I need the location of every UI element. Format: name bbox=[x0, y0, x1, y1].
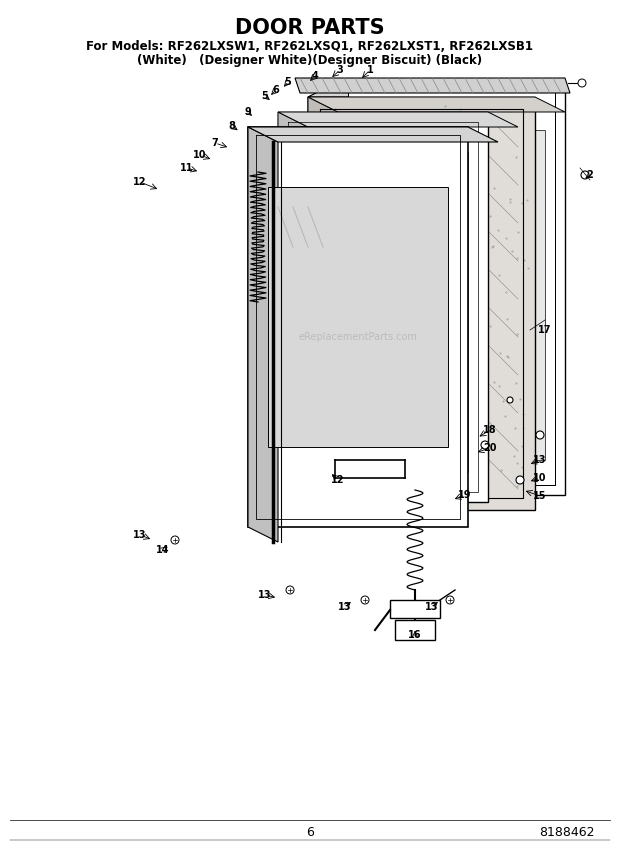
Polygon shape bbox=[248, 127, 278, 542]
Circle shape bbox=[536, 431, 544, 439]
Circle shape bbox=[578, 79, 586, 87]
Text: 10: 10 bbox=[193, 150, 206, 160]
Polygon shape bbox=[248, 127, 468, 527]
Polygon shape bbox=[278, 112, 308, 517]
Circle shape bbox=[581, 171, 589, 179]
Text: 17: 17 bbox=[538, 325, 552, 335]
Polygon shape bbox=[338, 82, 565, 495]
Circle shape bbox=[516, 476, 524, 484]
Text: 12: 12 bbox=[331, 475, 345, 485]
Polygon shape bbox=[308, 97, 338, 525]
Text: 13: 13 bbox=[259, 590, 272, 600]
Polygon shape bbox=[308, 97, 565, 112]
Text: DOOR PARTS: DOOR PARTS bbox=[235, 18, 385, 38]
Polygon shape bbox=[278, 112, 488, 502]
Circle shape bbox=[507, 397, 513, 403]
Text: For Models: RF262LXSW1, RF262LXSQ1, RF262LXST1, RF262LXSB1: For Models: RF262LXSW1, RF262LXSQ1, RF26… bbox=[87, 40, 533, 53]
Text: 7: 7 bbox=[211, 138, 218, 148]
Text: 11: 11 bbox=[180, 163, 193, 173]
Polygon shape bbox=[308, 82, 565, 97]
Text: 14: 14 bbox=[156, 545, 170, 555]
Polygon shape bbox=[298, 152, 468, 472]
Text: 2: 2 bbox=[587, 170, 593, 180]
Text: 8188462: 8188462 bbox=[539, 827, 595, 840]
Text: 19: 19 bbox=[458, 490, 472, 500]
Text: 13: 13 bbox=[133, 530, 147, 540]
Text: 12: 12 bbox=[133, 177, 147, 187]
Text: 13: 13 bbox=[339, 602, 352, 612]
Polygon shape bbox=[395, 620, 435, 640]
Text: 8: 8 bbox=[229, 121, 236, 131]
Text: 16: 16 bbox=[408, 630, 422, 640]
Text: 3: 3 bbox=[337, 65, 343, 75]
Text: 4: 4 bbox=[312, 71, 319, 81]
Text: 6: 6 bbox=[306, 827, 314, 840]
Polygon shape bbox=[248, 127, 498, 142]
Circle shape bbox=[361, 596, 369, 604]
Polygon shape bbox=[268, 187, 448, 447]
Circle shape bbox=[286, 586, 294, 594]
Polygon shape bbox=[348, 92, 555, 485]
Text: 5: 5 bbox=[262, 91, 268, 101]
Text: 15: 15 bbox=[533, 491, 547, 501]
Circle shape bbox=[171, 536, 179, 544]
Polygon shape bbox=[308, 97, 535, 510]
Text: 10: 10 bbox=[533, 473, 547, 483]
Text: 6: 6 bbox=[273, 85, 280, 95]
Text: 1: 1 bbox=[366, 65, 373, 75]
Text: 13: 13 bbox=[533, 455, 547, 465]
Polygon shape bbox=[360, 130, 545, 460]
Circle shape bbox=[481, 441, 489, 449]
Text: eReplacementParts.com: eReplacementParts.com bbox=[299, 332, 417, 342]
Text: 20: 20 bbox=[483, 443, 497, 453]
Polygon shape bbox=[308, 82, 338, 510]
Polygon shape bbox=[390, 600, 440, 618]
Text: (White)   (Designer White)(Designer Biscuit) (Black): (White) (Designer White)(Designer Biscui… bbox=[138, 54, 482, 67]
Polygon shape bbox=[295, 78, 570, 93]
Polygon shape bbox=[278, 112, 518, 127]
Text: 5: 5 bbox=[285, 77, 291, 87]
Circle shape bbox=[446, 596, 454, 604]
Text: 13: 13 bbox=[425, 602, 439, 612]
Text: 18: 18 bbox=[483, 425, 497, 435]
Text: 9: 9 bbox=[245, 107, 251, 117]
